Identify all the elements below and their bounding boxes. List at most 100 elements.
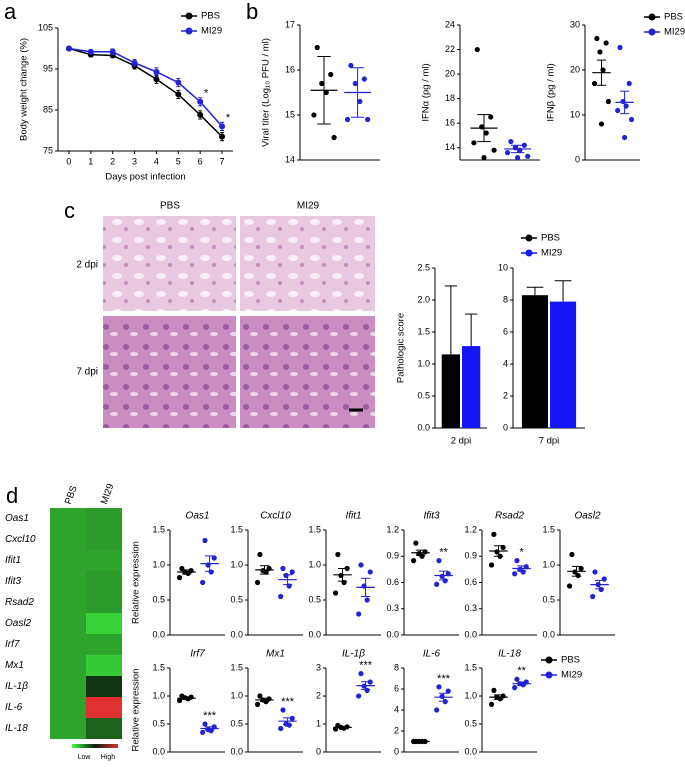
- panel-label: b: [246, 0, 258, 24]
- y-tick-label: 10: [498, 262, 508, 272]
- y-axis-label: IFNα (pg / ml): [421, 63, 432, 121]
- point: [358, 671, 364, 677]
- row-label: Mx1: [5, 660, 24, 671]
- y-tick-label: 2: [503, 390, 508, 400]
- y-tick-label: 0.3: [386, 603, 399, 613]
- row-label: Ifit1: [5, 555, 21, 566]
- y-tick-label: 0.5: [230, 594, 243, 604]
- point: [603, 40, 609, 46]
- point: [87, 48, 94, 55]
- y-tick-label: 1.0: [464, 690, 477, 700]
- row-label: IL-18: [5, 723, 28, 734]
- heatmap-cell: [50, 634, 86, 655]
- chart-title: Oasl2: [574, 511, 601, 522]
- point: [483, 130, 489, 136]
- row-label: Oas1: [5, 513, 29, 524]
- y-tick-label: 0.0: [542, 629, 555, 639]
- point: [357, 98, 363, 105]
- annotation: **: [439, 547, 448, 559]
- y-tick-label: 0.5: [152, 594, 165, 604]
- point: [254, 701, 261, 708]
- y-tick-label: 85: [43, 104, 53, 114]
- point: [361, 76, 367, 82]
- x-tick-label: 7 dpi: [539, 436, 560, 447]
- point: [257, 693, 263, 699]
- point: [597, 49, 603, 55]
- y-tick-label: 20: [570, 64, 580, 74]
- point: [488, 114, 494, 120]
- legend-marker: [648, 13, 656, 21]
- legend-label: PBS: [541, 233, 560, 244]
- y-tick-label: 4: [503, 358, 508, 368]
- y-axis-label: Pathologic score: [396, 313, 407, 383]
- legend-marker: [525, 234, 533, 242]
- point: [211, 555, 217, 561]
- x-tick-label: 2: [110, 156, 115, 166]
- panel-label: a: [4, 0, 17, 24]
- y-tick-label: 30: [570, 19, 580, 29]
- histology-images: PBS MI29 2 dpi 7 dpi: [76, 201, 375, 428]
- point: [175, 91, 182, 98]
- point: [257, 551, 263, 558]
- x-axis-label: Days post infection: [105, 172, 185, 183]
- heatmap-cell: [86, 571, 122, 592]
- x-tick-label: 5: [176, 156, 181, 166]
- legend-marker: [545, 671, 553, 679]
- y-tick-label: 24: [445, 19, 455, 29]
- point: [352, 80, 358, 87]
- point: [176, 575, 183, 581]
- point: [512, 685, 518, 691]
- point: [592, 569, 598, 575]
- point: [590, 593, 596, 600]
- x-tick-label: 0: [66, 156, 71, 166]
- point: [365, 116, 371, 123]
- y-tick-label: 0.0: [308, 629, 321, 639]
- chart-title: Irf7: [190, 649, 205, 660]
- y-tick-label: 15: [285, 109, 295, 119]
- point: [617, 44, 623, 51]
- point: [491, 531, 497, 537]
- x-tick-label: 2 dpi: [451, 436, 472, 447]
- x-tick-label: 6: [198, 156, 203, 166]
- point: [434, 707, 440, 713]
- point: [615, 107, 621, 114]
- y-tick-label: 0.0: [230, 746, 243, 756]
- colorbar-label: High: [101, 754, 116, 761]
- point: [491, 147, 497, 153]
- point: [367, 569, 373, 575]
- heatmap-cell: [50, 613, 86, 634]
- heatmap-cell: [50, 592, 86, 613]
- y-tick-label: 0.5: [152, 718, 165, 728]
- point: [335, 551, 341, 558]
- annotation: ***: [437, 673, 451, 685]
- point: [488, 701, 495, 708]
- y-tick-label: 0: [575, 154, 580, 164]
- column-label: MI29: [99, 482, 117, 506]
- y-tick-label: 1: [316, 718, 321, 728]
- heatmap-cell: [86, 529, 122, 550]
- y-tick-label: 1.5: [417, 326, 430, 336]
- y-tick-label: 0.0: [417, 422, 430, 432]
- point: [358, 562, 364, 568]
- chart-title: IL-1β: [342, 649, 365, 660]
- y-tick-label: 1.0: [308, 559, 321, 569]
- point: [591, 80, 598, 87]
- point: [219, 133, 226, 140]
- y-tick-label: 1.2: [464, 524, 477, 534]
- y-tick-label: 1.0: [417, 358, 430, 368]
- y-tick-label: 1.0: [542, 559, 555, 569]
- point: [219, 123, 226, 130]
- point: [323, 89, 329, 96]
- point: [328, 71, 334, 78]
- point: [471, 140, 477, 146]
- y-tick-label: 0: [503, 422, 508, 432]
- point: [202, 721, 208, 727]
- point: [628, 116, 635, 123]
- y-tick-label: 6: [394, 683, 399, 693]
- point: [515, 154, 521, 161]
- chart-title: Rsad2: [495, 511, 524, 522]
- heatmap-cell: [86, 592, 122, 613]
- y-tick-label: 2.0: [417, 294, 430, 304]
- legend-label: PBS: [664, 12, 683, 23]
